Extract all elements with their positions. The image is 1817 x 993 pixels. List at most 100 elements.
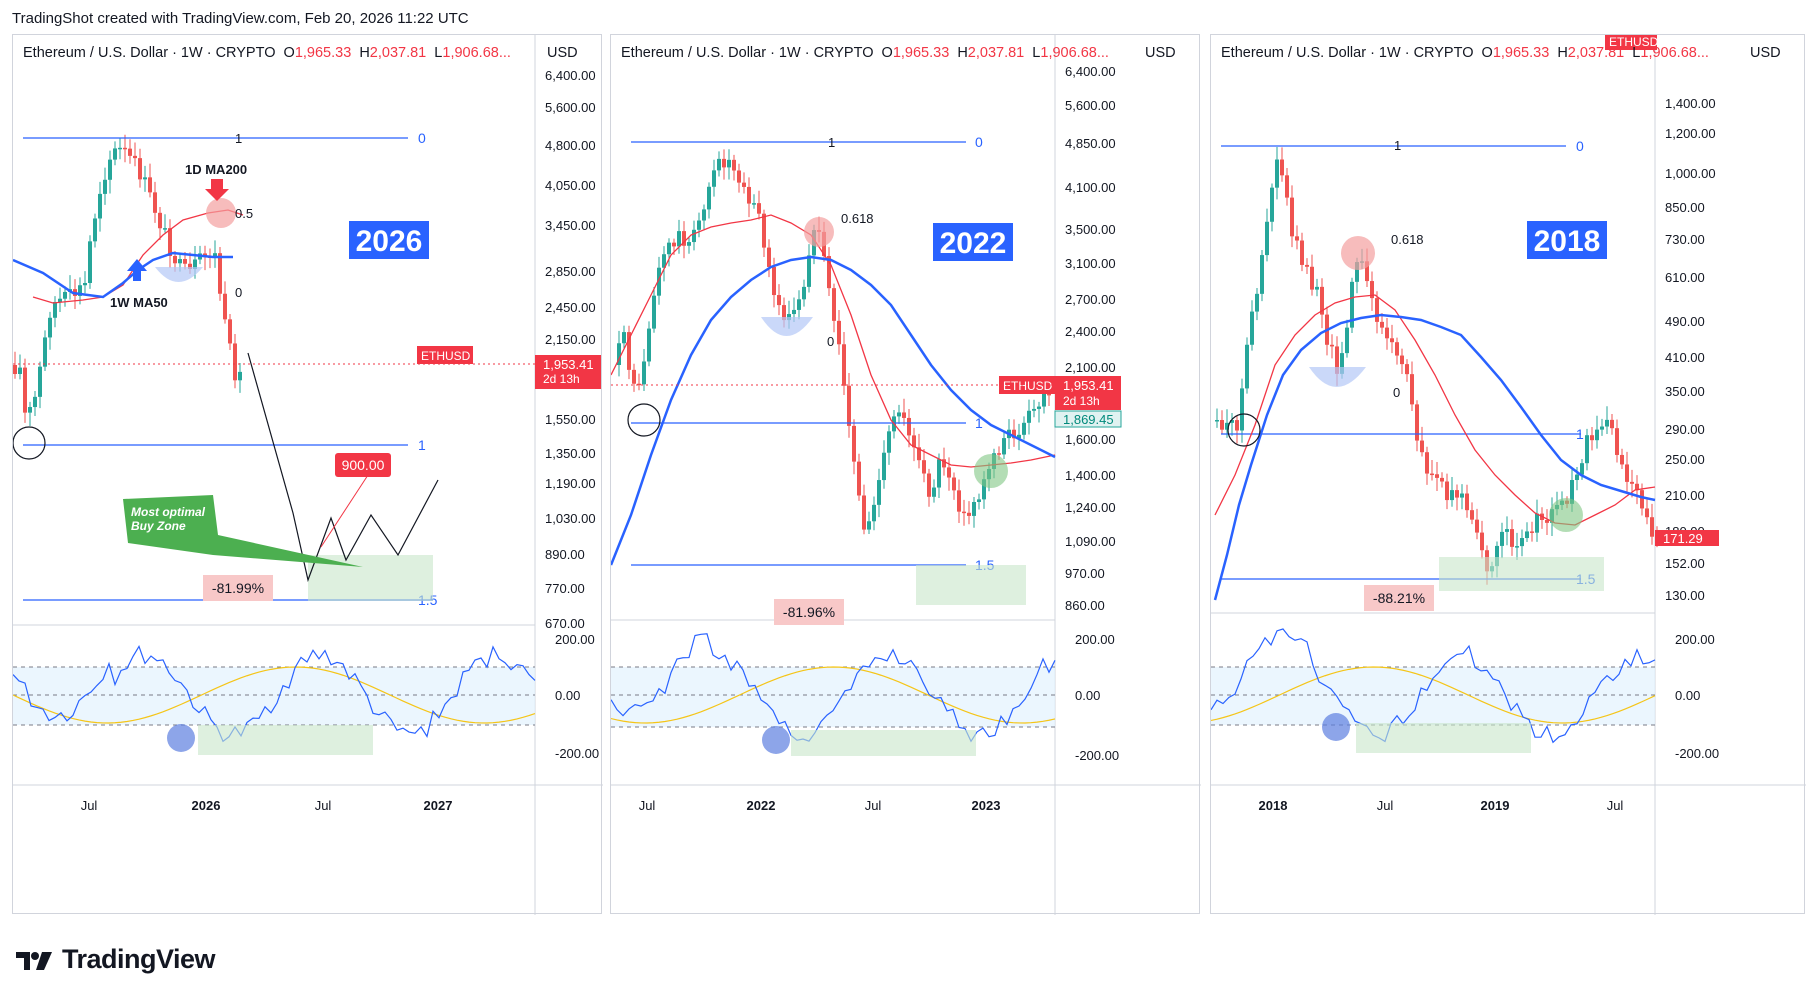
candle-body [1465,493,1469,511]
candle-body [842,344,846,386]
candle-body [1575,474,1579,481]
currency-button[interactable]: USD [1750,45,1781,61]
year-badge [1527,221,1607,259]
candle-body [657,267,661,296]
candle-body [1425,452,1429,474]
candle-body [1265,221,1269,256]
ticker-tag-label: ETHUSD [1003,379,1053,393]
chart-svg-2018[interactable]: 011.51,400.001,200.001,000.00850.00730.0… [1211,35,1806,915]
rsi-line [13,645,536,743]
price-tick-label: 890.00 [545,547,585,562]
price-tick-label: 3,500.00 [1065,222,1116,237]
legend-2026: Ethereum / U.S. Dollar · 1W · CRYPTO O1,… [23,45,511,61]
header-created-text: TradingShot created with TradingView.com… [12,10,469,27]
candle-body [912,435,916,448]
osc-tick-label: 200.00 [1675,632,1715,647]
candle-body [1415,404,1419,441]
candle-body [952,477,956,491]
candle-body [133,155,137,159]
time-tick-label: Jul [1377,798,1394,813]
candle-body [1285,175,1289,198]
price-tick-label: 4,100.00 [1065,180,1116,195]
legend-2018: Ethereum / U.S. Dollar · 1W · CRYPTO O1,… [1221,45,1709,61]
fib-internal-label: 0 [235,285,242,300]
candle-body [1460,493,1464,498]
price-tick-label: 2,700.00 [1065,292,1116,307]
chart-panel-2026[interactable]: 011.56,400.005,600.004,800.004,050.003,4… [12,34,603,915]
candle-body [1445,481,1449,501]
chart-svg-2022[interactable]: 011.56,400.005,600.004,850.004,100.003,5… [611,35,1201,915]
legend-high: 2,037.81 [1567,45,1625,61]
ma200-line [1214,294,1656,526]
candle-body [922,460,926,474]
ma50-line [611,255,1056,566]
candle-body [43,337,47,367]
legend-symbol: Ethereum / U.S. Dollar · 1W · CRYPTO [621,45,874,61]
candle-body [1435,474,1439,478]
candle-body [682,231,686,246]
fib-internal-label: 1 [1394,138,1401,153]
target-badge [335,453,391,477]
price-tick-label: 6,400.00 [545,68,596,83]
fib-level-label: 1 [418,437,426,453]
candle-body [1545,520,1549,523]
support-touch-circle [1549,498,1583,532]
candle-body [28,407,32,413]
buy-zone-box [1439,557,1604,591]
chart-panel-2018[interactable]: 011.51,400.001,200.001,000.00850.00730.0… [1210,34,1806,915]
ticker-tag-label: ETHUSD [1609,35,1659,49]
candle-body [962,511,966,514]
candle-body [103,179,107,194]
candle-body [977,499,981,502]
candle-body [113,148,117,160]
price-tick-label: 3,100.00 [1065,256,1116,271]
fib-level-label: 0 [975,134,983,150]
chart-svg-2026[interactable]: 011.56,400.005,600.004,800.004,050.003,4… [13,35,603,915]
candle-body [797,299,801,310]
year-badge [933,223,1013,261]
rsi-bottom-circle [1322,713,1350,741]
price-tick-label: 490.00 [1665,314,1705,329]
time-tick-label: 2019 [1481,798,1510,813]
candle-body [183,259,187,264]
cycle-bottom-circle [13,426,46,460]
currency-button[interactable]: USD [1145,45,1176,61]
candle-body [717,158,721,171]
candle-body [882,452,886,481]
candle-body [168,228,172,256]
price-tick-label: 770.00 [545,581,585,596]
chart-panel-2022[interactable]: 011.56,400.005,600.004,850.004,100.003,5… [610,34,1201,915]
drop-badge [203,575,273,601]
candle-body [807,255,811,287]
last-price-label: 1,953.41 [543,357,594,372]
price-tick-label: 1,200.00 [1665,126,1716,141]
candle-body [1420,440,1424,453]
candle-body [747,186,751,204]
candle-body [1345,327,1349,354]
fib-touch-circle [1341,236,1375,270]
last-price-tag [535,355,601,389]
candle-body [1615,428,1619,455]
currency-button[interactable]: USD [547,45,578,61]
candle-body [742,182,746,187]
candle-body [1635,483,1639,491]
legend-high: 2,037.81 [369,45,427,61]
rsi-bottom-circle [762,726,790,754]
rsi-band [1211,667,1655,725]
candle-body [832,288,836,321]
osc-tick-label: 0.00 [1675,688,1700,703]
target-line [320,474,369,548]
candle-body [1330,344,1334,347]
candle-body [138,158,142,180]
candle-body [78,285,82,296]
rsi-band [13,667,535,725]
candle-body [847,385,851,426]
fib-internal-label: 0 [827,334,834,349]
target-label: 900.00 [342,457,385,473]
price-tick-label: 1,400.00 [1065,468,1116,483]
candle-body [63,291,67,299]
countdown-label: 2d 13h [1063,394,1100,408]
last-price-label: 1,953.41 [1063,378,1114,393]
fib-internal-label: 0.5 [235,206,253,221]
candle-body [128,148,132,156]
